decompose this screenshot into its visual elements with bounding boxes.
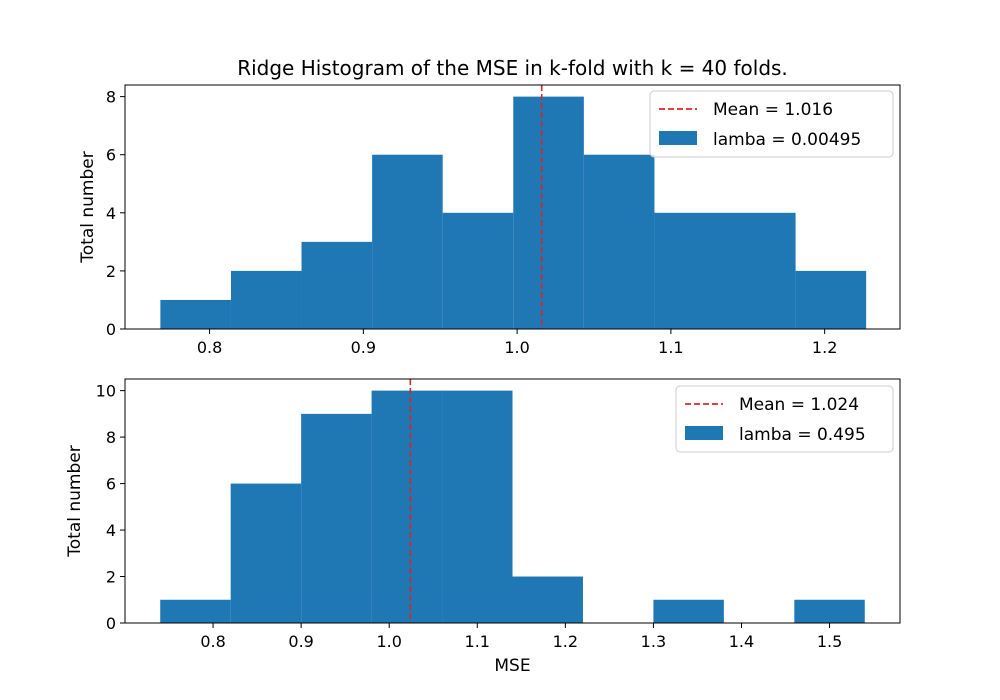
y-tick-label: 4 <box>106 204 116 223</box>
legend-box <box>649 90 894 158</box>
legend-mean-label: Mean = 1.016 <box>713 100 833 120</box>
histogram-bar <box>301 241 373 329</box>
x-tick-label: 0.9 <box>351 338 376 357</box>
axes-frame <box>124 84 901 330</box>
legend-box <box>675 385 894 453</box>
histogram-bar <box>583 154 655 329</box>
histogram-bar <box>442 390 513 623</box>
legend: Mean = 1.016 lamba = 0.00495 <box>649 90 894 158</box>
histogram-bar <box>160 299 231 329</box>
y-tick-label: 2 <box>106 262 116 281</box>
x-tick-label: 1.5 <box>817 632 842 651</box>
y-tick-label: 4 <box>106 521 116 540</box>
histogram-bar <box>160 599 231 623</box>
histogram-bar <box>301 413 372 623</box>
axes-frame <box>124 378 901 624</box>
x-axis-label: MSE <box>494 656 530 676</box>
x-tick-label: 0.8 <box>197 338 222 357</box>
chart-title: Ridge Histogram of the MSE in k-fold wit… <box>237 56 788 80</box>
y-axis-label: Total number <box>65 445 85 557</box>
histogram-bar <box>513 96 584 329</box>
x-tick-label: 1.2 <box>553 632 578 651</box>
histogram-bar <box>653 599 724 623</box>
histogram-bar <box>230 270 302 329</box>
legend-mean-label: Mean = 1.024 <box>739 395 859 415</box>
x-tick-label: 1.4 <box>729 632 754 651</box>
x-tick-label: 1.1 <box>658 338 683 357</box>
legend-bar-swatch <box>659 131 697 145</box>
legend: Mean = 1.024 lamba = 0.495 <box>675 385 894 453</box>
x-tick-label: 1.3 <box>641 632 666 651</box>
histogram-bar <box>372 154 443 329</box>
subplot-1: 0.8 0.9 1.0 1.1 1.2 0 2 4 6 8 Total number Ridge Hi… <box>78 56 901 357</box>
y-tick-label: 0 <box>106 320 116 339</box>
legend-series-label: lamba = 0.495 <box>739 425 866 445</box>
x-tick-label: 1.2 <box>812 338 837 357</box>
y-tick-label: 6 <box>106 475 116 494</box>
legend-series-label: lamba = 0.00495 <box>713 130 861 150</box>
x-tick-label: 1.1 <box>465 632 490 651</box>
histogram-bar <box>795 270 867 329</box>
histogram-bar <box>794 599 865 623</box>
x-tick-label: 1.0 <box>376 632 401 651</box>
y-tick-label: 8 <box>106 428 116 447</box>
x-tick-label: 0.8 <box>200 632 225 651</box>
y-tick-label: 8 <box>106 88 116 107</box>
histogram-bar <box>230 483 302 623</box>
histogram-bar <box>371 390 443 623</box>
subplot-2: 0.8 0.9 1.0 1.1 1.2 1.3 1.4 1.5 0 2 4 6 8 10 Total num… <box>65 378 901 676</box>
y-tick-label: 6 <box>106 146 116 165</box>
legend-bar-swatch <box>685 426 723 440</box>
y-tick-label: 0 <box>106 614 116 633</box>
histogram-bar <box>512 576 583 623</box>
histogram-bar <box>725 212 796 329</box>
histogram-bar <box>442 212 514 329</box>
histogram-bar <box>654 212 726 329</box>
x-tick-label: 0.9 <box>288 632 313 651</box>
y-tick-label: 2 <box>106 568 116 587</box>
y-tick-label: 10 <box>96 382 116 401</box>
x-tick-label: 1.0 <box>504 338 529 357</box>
y-axis-label: Total number <box>78 151 98 263</box>
